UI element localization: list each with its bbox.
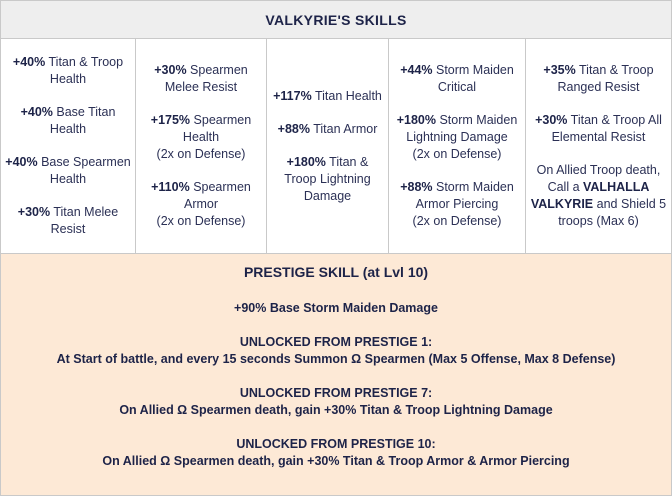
skill-item: On Allied Troop death, Call a VALHALLA V…	[530, 163, 667, 228]
prestige-title: PRESTIGE SKILL (at Lvl 10)	[243, 264, 429, 280]
skill-item: +30% Titan & Troop All Elemental Resist	[535, 113, 662, 144]
prestige-7-text: On Allied Ω Spearmen death, gain +30% Ti…	[119, 403, 553, 417]
skill-item: +180% Titan & Troop Lightning Damage	[284, 154, 371, 203]
skill-item: +88% Titan Armor	[277, 121, 378, 136]
prestige-1-text: At Start of battle, and every 15 seconds…	[56, 352, 616, 366]
skill-note: (2x on Defense)	[412, 147, 502, 161]
prestige-section: PRESTIGE SKILL (at Lvl 10) +90% Base Sto…	[1, 254, 671, 495]
prestige-10-heading: UNLOCKED FROM PRESTIGE 10:	[236, 437, 436, 451]
skill-item: +110% Spearmen Armor (2x on Defense)	[140, 179, 262, 230]
skills-column-4: +44% Storm Maiden Critical +180% Storm M…	[389, 39, 526, 253]
skill-item: +117% Titan Health	[273, 88, 382, 103]
skill-item: +30% Spearmen Melee Resist	[154, 63, 248, 94]
prestige-1-heading: UNLOCKED FROM PRESTIGE 1:	[239, 335, 433, 349]
prestige-base: +90% Base Storm Maiden Damage	[234, 301, 438, 315]
skills-column-3: +117% Titan Health +88% Titan Armor +180…	[267, 39, 389, 253]
skill-note: (2x on Defense)	[412, 214, 502, 228]
skills-column-1: +40% Titan & Troop Health +40% Base Tita…	[1, 39, 136, 253]
prestige-7-heading: UNLOCKED FROM PRESTIGE 7:	[239, 386, 433, 400]
card-title: VALKYRIE'S SKILLS	[1, 1, 671, 39]
skills-column-5: +35% Titan & Troop Ranged Resist +30% Ti…	[526, 39, 671, 253]
skills-column-2: +30% Spearmen Melee Resist +175% Spearme…	[136, 39, 267, 253]
skill-item: +88% Storm Maiden Armor Piercing (2x on D…	[393, 179, 521, 230]
skill-item: +175% Spearmen Health (2x on Defense)	[140, 112, 262, 163]
skill-item: +40% Titan & Troop Health	[12, 55, 124, 86]
skill-note: (2x on Defense)	[156, 147, 246, 161]
prestige-10-text: On Allied Ω Spearmen death, gain +30% Ti…	[102, 454, 570, 468]
skill-item: +44% Storm Maiden Critical	[400, 63, 514, 94]
skill-item: +30% Titan Melee Resist	[17, 205, 119, 236]
skill-note: (2x on Defense)	[156, 214, 246, 228]
skills-grid: +40% Titan & Troop Health +40% Base Tita…	[1, 39, 671, 254]
skill-item: +40% Base Spearmen Health	[5, 155, 131, 186]
skill-item: +40% Base Titan Health	[20, 105, 116, 136]
skill-item: +35% Titan & Troop Ranged Resist	[543, 63, 654, 94]
skill-item: +180% Storm Maiden Lightning Damage (2x o…	[393, 112, 521, 163]
